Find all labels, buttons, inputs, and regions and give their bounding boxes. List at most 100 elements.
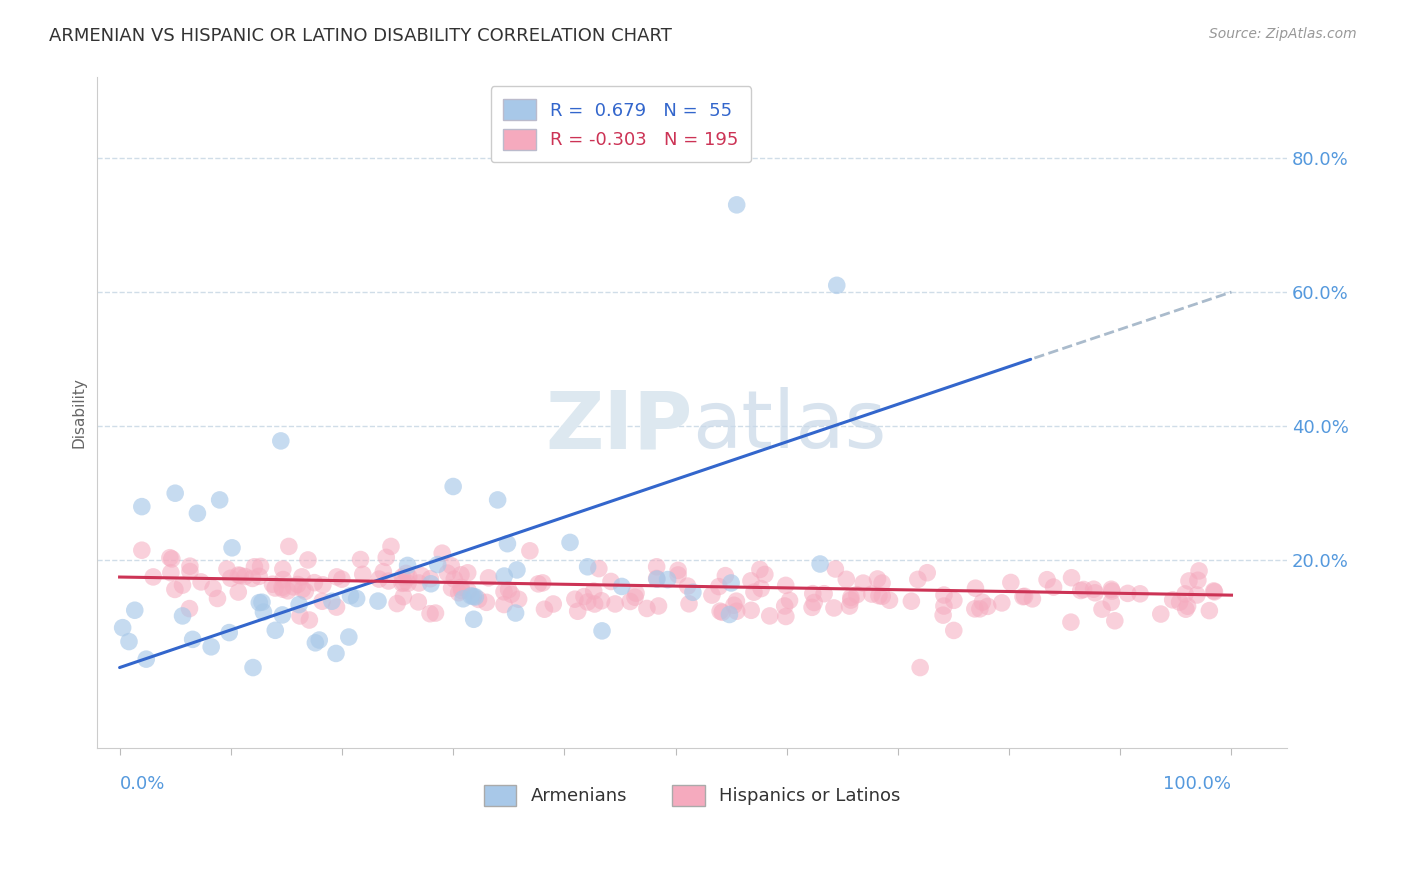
Point bbox=[346, 591, 368, 606]
Point bbox=[603, 597, 626, 611]
Point bbox=[1174, 602, 1197, 616]
Point bbox=[868, 589, 890, 603]
Point bbox=[460, 589, 482, 603]
Point bbox=[228, 568, 250, 582]
Point bbox=[678, 597, 700, 611]
Point bbox=[441, 479, 464, 493]
Point bbox=[419, 572, 441, 586]
Point bbox=[391, 570, 413, 584]
Point bbox=[377, 574, 399, 588]
Point bbox=[264, 581, 287, 595]
Point bbox=[450, 580, 472, 594]
Point bbox=[221, 541, 243, 555]
Point bbox=[337, 630, 360, 644]
Point bbox=[758, 608, 780, 623]
Point bbox=[179, 565, 201, 579]
Point bbox=[657, 573, 679, 587]
Point bbox=[591, 624, 613, 638]
Point bbox=[124, 603, 146, 617]
Point bbox=[432, 546, 454, 560]
Point bbox=[1202, 583, 1225, 598]
Point bbox=[1099, 582, 1122, 597]
Point bbox=[588, 561, 610, 575]
Point bbox=[1000, 575, 1022, 590]
Point bbox=[700, 588, 723, 602]
Point bbox=[457, 583, 479, 598]
Point bbox=[172, 608, 194, 623]
Point bbox=[801, 600, 824, 615]
Point bbox=[969, 602, 991, 616]
Point bbox=[1036, 573, 1059, 587]
Point bbox=[1161, 592, 1184, 607]
Point bbox=[218, 625, 240, 640]
Point bbox=[527, 577, 550, 591]
Point bbox=[839, 591, 862, 605]
Point bbox=[142, 570, 165, 584]
Point bbox=[252, 605, 274, 619]
Point bbox=[172, 578, 194, 592]
Text: Source: ZipAtlas.com: Source: ZipAtlas.com bbox=[1209, 27, 1357, 41]
Point bbox=[879, 593, 901, 607]
Point bbox=[803, 595, 825, 609]
Point bbox=[1198, 604, 1220, 618]
Point bbox=[271, 573, 294, 587]
Point bbox=[600, 574, 623, 589]
Point bbox=[942, 624, 965, 638]
Point bbox=[1174, 587, 1197, 601]
Point bbox=[398, 570, 420, 584]
Point bbox=[801, 587, 824, 601]
Point bbox=[501, 587, 523, 601]
Text: 0.0%: 0.0% bbox=[120, 775, 165, 793]
Point bbox=[1116, 586, 1139, 600]
Point bbox=[740, 603, 762, 617]
Point bbox=[723, 599, 745, 613]
Point bbox=[932, 588, 955, 602]
Point bbox=[907, 573, 929, 587]
Point bbox=[852, 576, 875, 591]
Point bbox=[610, 579, 633, 593]
Point bbox=[1101, 584, 1123, 599]
Point bbox=[1060, 615, 1083, 629]
Point bbox=[291, 570, 314, 584]
Point bbox=[576, 559, 599, 574]
Point bbox=[304, 575, 326, 590]
Point bbox=[823, 601, 845, 615]
Point bbox=[813, 587, 835, 601]
Y-axis label: Disability: Disability bbox=[72, 377, 86, 448]
Point bbox=[558, 535, 581, 549]
Point bbox=[443, 572, 465, 586]
Point bbox=[339, 589, 361, 603]
Text: ARMENIAN VS HISPANIC OR LATINO DISABILITY CORRELATION CHART: ARMENIAN VS HISPANIC OR LATINO DISABILIT… bbox=[49, 27, 672, 45]
Point bbox=[718, 607, 741, 622]
Text: 100.0%: 100.0% bbox=[1164, 775, 1232, 793]
Point bbox=[475, 595, 498, 609]
Point bbox=[740, 574, 762, 588]
Point bbox=[900, 594, 922, 608]
Point bbox=[352, 567, 374, 582]
Point bbox=[1178, 574, 1201, 588]
Point bbox=[1012, 590, 1035, 604]
Point bbox=[824, 562, 846, 576]
Point bbox=[707, 580, 730, 594]
Point bbox=[564, 592, 586, 607]
Point bbox=[682, 585, 704, 599]
Point bbox=[1204, 584, 1226, 599]
Point bbox=[1104, 614, 1126, 628]
Point bbox=[271, 582, 294, 597]
Point bbox=[748, 562, 770, 576]
Point bbox=[288, 609, 311, 624]
Point bbox=[498, 582, 520, 597]
Point bbox=[754, 567, 776, 582]
Point bbox=[277, 583, 299, 598]
Point bbox=[367, 594, 389, 608]
Point bbox=[440, 581, 463, 595]
Point bbox=[308, 633, 330, 648]
Point bbox=[311, 594, 333, 608]
Point bbox=[326, 570, 349, 584]
Point bbox=[1060, 571, 1083, 585]
Point bbox=[742, 585, 765, 599]
Point bbox=[839, 593, 862, 607]
Point bbox=[714, 568, 737, 582]
Point bbox=[135, 652, 157, 666]
Point bbox=[247, 596, 270, 610]
